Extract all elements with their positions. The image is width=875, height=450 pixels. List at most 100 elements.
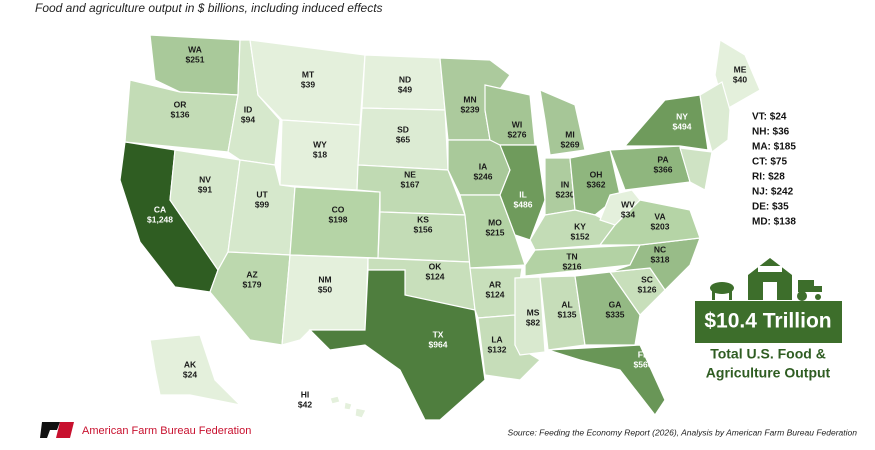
state-value: $132 <box>488 344 507 354</box>
state-value: $964 <box>429 339 448 349</box>
state-abbr: IN <box>561 179 570 189</box>
state-abbr: MS <box>527 307 540 317</box>
state-value: $156 <box>414 224 433 234</box>
state-abbr: MT <box>302 69 315 79</box>
state-abbr: TN <box>566 251 577 261</box>
state-abbr: PA <box>657 154 668 164</box>
state-value: $24 <box>183 369 197 379</box>
state-abbr: UT <box>256 189 268 199</box>
state-value: $1,248 <box>147 214 173 224</box>
state-abbr: KS <box>417 214 429 224</box>
callout-caption: Total U.S. Food & <box>710 346 826 362</box>
state-value: $203 <box>651 221 670 231</box>
state-shape <box>499 144 546 241</box>
state-shape <box>343 401 353 411</box>
state-value: $318 <box>651 254 670 264</box>
state-abbr: WV <box>621 199 635 209</box>
state-value: $215 <box>486 227 505 237</box>
state-abbr: CA <box>154 204 166 214</box>
state-value: $50 <box>318 284 332 294</box>
state-shape <box>623 94 709 151</box>
source: Source: Feeding the Economy Report (2026… <box>508 427 858 437</box>
state-abbr: OH <box>590 169 603 179</box>
state-value: $486 <box>514 199 533 209</box>
state-value: $40 <box>733 74 747 84</box>
state-abbr: NM <box>318 274 331 284</box>
state-value: $276 <box>508 129 527 139</box>
state-value: $126 <box>638 284 657 294</box>
state-value: $152 <box>571 231 590 241</box>
state-value: $39 <box>301 79 315 89</box>
state-abbr: GA <box>609 299 622 309</box>
callout-total: $10.4 Trillion <box>704 310 831 333</box>
state-value: $246 <box>474 171 493 181</box>
logo <box>40 422 74 438</box>
state-value: $362 <box>587 179 606 189</box>
state-shape <box>547 344 666 417</box>
small-state: VT: $24 <box>752 112 787 123</box>
small-state: MD: $138 <box>752 217 796 228</box>
state-value: $124 <box>426 271 445 281</box>
state-abbr: KY <box>574 221 586 231</box>
state-value: $124 <box>486 289 505 299</box>
state-value: $216 <box>563 261 582 271</box>
small-state: NJ: $242 <box>752 187 794 198</box>
org-name: American Farm Bureau Federation <box>82 425 251 437</box>
state-abbr: IA <box>479 161 488 171</box>
state-abbr: AZ <box>246 269 257 279</box>
state-value: $269 <box>561 139 580 149</box>
state-value: $135 <box>558 309 577 319</box>
state-shape <box>209 251 291 346</box>
state-abbr: NC <box>654 244 666 254</box>
state-shape <box>599 189 641 226</box>
state-value: $198 <box>329 214 348 224</box>
map: WA$251 OR$136 CA$1,248 NV$91 ID$94 MT$39 WY$18… <box>119 34 761 421</box>
state-abbr: WY <box>313 139 327 149</box>
state-abbr: TX <box>433 329 444 339</box>
state-shape <box>329 395 341 405</box>
small-state: DE: $35 <box>752 202 789 213</box>
state-value: $560 <box>634 359 653 369</box>
mid-atlantic <box>679 147 713 191</box>
small-states-list: VT: $24 NH: $36 MA: $185 CT: $75 RI: $28 NJ: … <box>752 112 796 228</box>
subtitle: Food and agriculture output in $ billion… <box>35 1 383 15</box>
state-value: $42 <box>298 399 312 409</box>
state-abbr: CO <box>332 204 345 214</box>
state-abbr: NE <box>404 169 416 179</box>
state-abbr: AR <box>489 279 501 289</box>
state-shape <box>539 89 586 156</box>
state-abbr: LA <box>491 334 502 344</box>
state-value: $99 <box>255 199 269 209</box>
state-value: $251 <box>186 54 205 64</box>
state-abbr: AK <box>184 359 197 369</box>
state-value: $230 <box>556 189 575 199</box>
state-value: $34 <box>621 209 635 219</box>
small-state: MA: $185 <box>752 142 796 153</box>
state-abbr: ID <box>244 104 253 114</box>
small-state: CT: $75 <box>752 157 787 168</box>
callout-caption: Agriculture Output <box>706 365 831 381</box>
state-abbr: ND <box>399 74 411 84</box>
state-shape <box>354 407 367 419</box>
state-value: $94 <box>241 114 255 124</box>
state-value: $49 <box>398 84 412 94</box>
state-abbr: OR <box>174 99 187 109</box>
state-shape <box>149 334 242 406</box>
state-value: $179 <box>243 279 262 289</box>
state-value: $366 <box>654 164 673 174</box>
state-shape <box>609 145 691 191</box>
state-abbr: WI <box>512 119 522 129</box>
state-abbr: SD <box>397 124 409 134</box>
new-england <box>699 81 731 154</box>
state-value: $65 <box>396 134 410 144</box>
state-abbr: OK <box>429 261 443 271</box>
small-state: RI: $28 <box>752 172 785 183</box>
state-abbr: NV <box>199 174 211 184</box>
state-value: $91 <box>198 184 212 194</box>
state-abbr: VA <box>654 211 665 221</box>
state-value: $167 <box>401 179 420 189</box>
barn-icon <box>710 258 822 301</box>
state-abbr: AL <box>561 299 572 309</box>
state-shape <box>714 39 761 111</box>
